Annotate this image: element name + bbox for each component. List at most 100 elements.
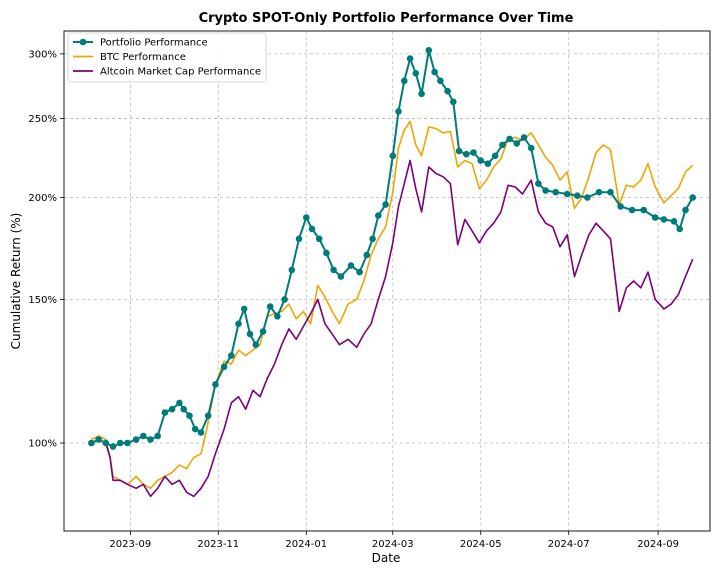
portfolio-performance-point (542, 187, 549, 194)
portfolio-performance-point (220, 363, 228, 371)
portfolio-performance-point (660, 216, 668, 223)
portfolio-performance-point (176, 399, 183, 407)
portfolio-performance-point (552, 188, 559, 196)
portfolio-performance-point (116, 439, 124, 447)
portfolio-performance-point (191, 425, 199, 433)
portfolio-performance-point (689, 194, 696, 201)
portfolio-performance-point (470, 149, 477, 156)
portfolio-performance-point (499, 141, 506, 149)
legend-box (67, 32, 267, 83)
portfolio-performance-point (484, 160, 492, 167)
portfolio-performance-point (303, 214, 310, 221)
portfolio-performance-point (463, 150, 470, 158)
portfolio-performance-point (506, 135, 513, 143)
portfolio-performance-point (401, 77, 408, 85)
portfolio-performance-point (491, 152, 499, 160)
portfolio-performance-point (240, 305, 248, 313)
x-tick-label: 2024-07 (548, 539, 590, 550)
x-tick-label: 2023-09 (109, 539, 151, 550)
portfolio-performance-point (369, 235, 376, 243)
portfolio-performance-line (90, 49, 694, 448)
legend-label-altcoin-market-cap-performance: Altcoin Market Cap Performance (100, 67, 261, 78)
portfolio-performance-point (95, 436, 102, 443)
portfolio-performance-point (235, 320, 242, 328)
legend: Portfolio Performance BTC Performance Altc… (67, 32, 267, 83)
portfolio-performance-point (382, 201, 389, 208)
portfolio-performance-point (337, 273, 345, 280)
portfolio-performance-point (584, 194, 591, 201)
portfolio-performance-point (197, 429, 205, 436)
portfolio-performance-point (676, 225, 683, 233)
portfolio-performance-point (295, 235, 303, 243)
portfolio-performance-point (640, 206, 647, 214)
portfolio-performance-point (455, 147, 463, 155)
y-tick-label: 300% (28, 49, 57, 60)
portfolio-performance-point (308, 225, 316, 233)
portfolio-performance-point (204, 412, 212, 420)
axis-ticks: 2023-09 2023-11 2024-01 2024-03 2024-05 2024-… (28, 49, 679, 550)
portfolio-performance-point (274, 313, 281, 320)
portfolio-performance-point (266, 303, 274, 310)
portfolio-performance-point (406, 55, 414, 62)
portfolio-performance-point (109, 443, 117, 450)
portfolio-performance-point (617, 203, 624, 210)
legend-marker-portfolio-performance (79, 38, 87, 46)
chart-title: Crypto SPOT-Only Portfolio Performance O… (199, 11, 574, 26)
altcoin-market-cap-performance-line (91, 159, 694, 498)
portfolio-performance-point (132, 436, 140, 443)
portfolio-performance-point (228, 352, 235, 359)
portfolio-performance-point (154, 432, 161, 440)
portfolio-performance-point (246, 330, 254, 338)
portfolio-performance-point (628, 206, 636, 214)
portfolio-performance-point (527, 144, 535, 152)
portfolio-performance-point (356, 268, 363, 276)
y-tick-label: 150% (28, 295, 57, 306)
portfolio-performance-point (252, 341, 260, 349)
portfolio-performance-point (431, 68, 438, 76)
portfolio-performance-point (212, 381, 219, 388)
portfolio-performance-point (450, 98, 457, 106)
portfolio-performance-point (444, 87, 451, 95)
x-tick-label: 2024-05 (460, 539, 502, 550)
portfolio-performance-point (147, 436, 154, 443)
y-axis-title: Cumulative Return (%) (9, 213, 23, 350)
portfolio-performance-point (682, 206, 689, 214)
y-tick-label: 200% (28, 193, 57, 204)
portfolio-performance-point (437, 77, 444, 85)
x-tick-label: 2024-03 (372, 539, 414, 550)
portfolio-performance-point (124, 439, 131, 447)
legend-label-btc-performance: BTC Performance (100, 52, 186, 63)
portfolio-performance-point (651, 214, 659, 221)
portfolio-performance-point (315, 235, 323, 243)
portfolio-performance-point (140, 432, 147, 440)
y-tick-label: 250% (28, 114, 57, 125)
portfolio-performance-point (595, 188, 603, 196)
series-layer (88, 47, 696, 498)
portfolio-performance-point (418, 90, 425, 98)
portfolio-performance-point (288, 266, 296, 274)
portfolio-performance-point (412, 70, 420, 77)
x-tick-label: 2024-09 (637, 539, 679, 550)
portfolio-performance-point (574, 192, 581, 199)
portfolio-performance-point (477, 157, 485, 164)
plot-frame (63, 30, 711, 532)
portfolio-performance-point (375, 212, 382, 219)
portfolio-performance-point (395, 108, 402, 115)
x-tick-label: 2024-01 (285, 539, 327, 550)
btc-performance-line (91, 120, 694, 490)
x-axis-title: Date (372, 551, 401, 565)
portfolio-performance-point (513, 140, 521, 147)
portfolio-performance-point (330, 266, 337, 274)
portfolio-performance-point (563, 190, 571, 198)
portfolio-performance-point (347, 262, 355, 269)
portfolio-performance-point (670, 218, 678, 225)
y-tick-label: 100% (28, 438, 57, 449)
portfolio-performance-point (168, 405, 176, 413)
portfolio-performance-point (323, 249, 330, 257)
portfolio-performance-point (180, 405, 187, 413)
portfolio-performance-point (535, 180, 542, 187)
portfolio-performance-point (425, 47, 433, 54)
portfolio-performance-point (186, 412, 193, 420)
